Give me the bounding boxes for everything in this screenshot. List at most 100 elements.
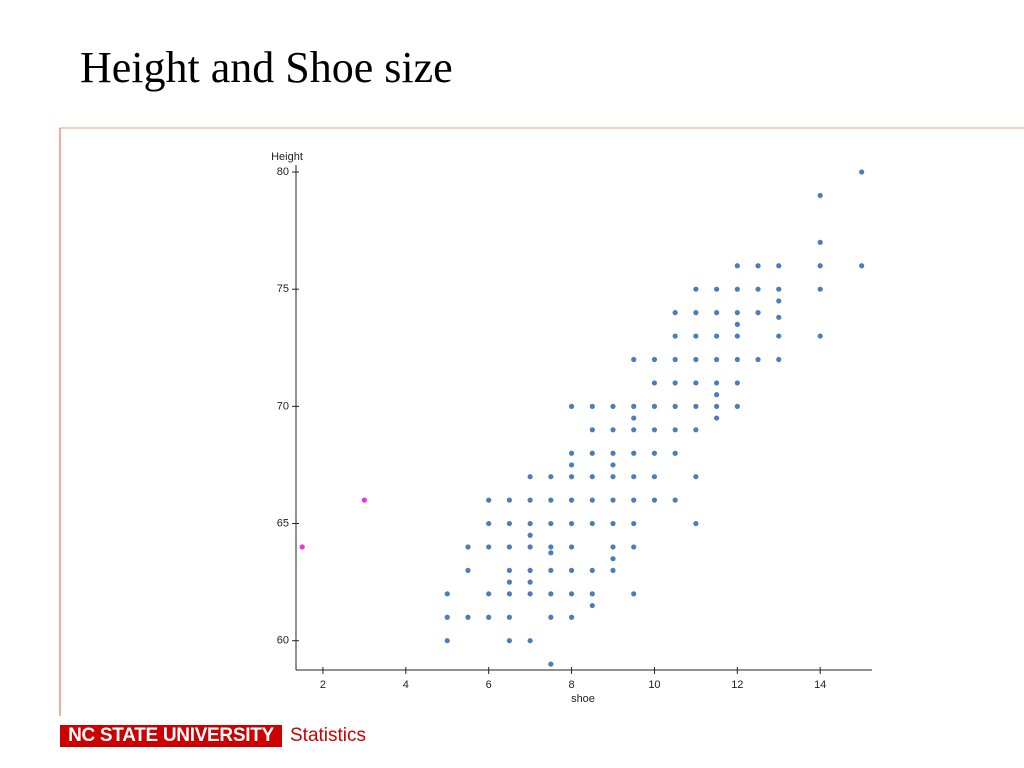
point	[631, 591, 637, 597]
point	[776, 263, 782, 269]
point	[589, 520, 595, 527]
point	[506, 567, 513, 574]
point	[527, 591, 533, 597]
point	[755, 356, 761, 363]
point	[465, 614, 471, 620]
point	[817, 192, 823, 199]
point	[486, 520, 492, 527]
point	[610, 497, 616, 503]
x-tick-label: 10	[648, 679, 660, 691]
point	[610, 474, 616, 480]
point	[817, 239, 823, 245]
point	[693, 403, 699, 409]
point	[631, 520, 637, 527]
point	[548, 520, 554, 527]
point	[714, 333, 720, 339]
y-axis-label: Height	[271, 151, 303, 163]
point	[568, 567, 575, 574]
point	[859, 169, 865, 175]
point	[776, 314, 782, 320]
point	[631, 497, 637, 503]
point	[548, 614, 554, 620]
point	[568, 544, 575, 550]
y-tick-label: 80	[277, 166, 289, 178]
point	[506, 638, 513, 644]
point	[734, 321, 740, 327]
point	[527, 544, 533, 550]
point	[589, 497, 595, 503]
point	[631, 427, 637, 433]
point	[548, 591, 554, 597]
point	[693, 474, 699, 480]
point	[631, 415, 637, 421]
point	[817, 333, 823, 339]
slide-title: Height and Shoe size	[80, 43, 453, 92]
point	[693, 333, 699, 339]
point	[589, 427, 595, 433]
point	[506, 591, 513, 597]
point	[299, 544, 305, 550]
point	[734, 286, 740, 292]
point	[672, 333, 678, 339]
point	[527, 532, 533, 538]
y-tick-label: 70	[277, 400, 289, 412]
point	[672, 450, 678, 456]
point	[631, 544, 637, 550]
point	[734, 356, 740, 363]
point	[548, 661, 554, 667]
point	[548, 550, 554, 556]
point	[589, 403, 595, 409]
point	[610, 556, 616, 562]
point	[527, 638, 533, 644]
point	[548, 544, 554, 550]
point	[568, 474, 575, 480]
point	[755, 286, 761, 292]
point	[693, 380, 699, 386]
point	[589, 567, 595, 574]
point	[651, 427, 658, 433]
point	[776, 356, 782, 363]
point	[486, 497, 492, 503]
point	[734, 403, 740, 409]
point	[631, 403, 637, 409]
point	[651, 403, 658, 409]
x-tick-label: 4	[403, 679, 409, 691]
x-axis-label: shoe	[571, 693, 595, 705]
point	[589, 591, 595, 597]
point	[568, 497, 575, 503]
point	[714, 380, 720, 386]
point	[734, 333, 740, 339]
point	[714, 310, 720, 316]
point	[527, 520, 533, 527]
point	[610, 450, 616, 456]
point	[527, 497, 533, 503]
point	[548, 567, 554, 574]
point	[651, 450, 658, 456]
point	[714, 286, 720, 292]
point	[610, 403, 616, 409]
point	[527, 567, 533, 574]
point	[568, 614, 575, 620]
point	[755, 310, 761, 316]
point	[734, 310, 740, 316]
point	[651, 356, 658, 363]
y-tick-label: 65	[277, 517, 289, 529]
point	[817, 263, 823, 269]
point	[568, 403, 575, 409]
point	[672, 310, 678, 316]
point	[465, 567, 471, 574]
point	[734, 380, 740, 386]
point	[693, 520, 699, 527]
point	[714, 415, 720, 421]
point	[817, 286, 823, 292]
point	[631, 474, 637, 480]
x-tick-label: 2	[320, 679, 326, 691]
point	[631, 356, 637, 363]
point	[527, 579, 533, 585]
point	[589, 450, 595, 456]
point	[776, 298, 782, 304]
point	[548, 474, 554, 480]
point	[568, 520, 575, 527]
x-tick-label: 6	[486, 679, 492, 691]
